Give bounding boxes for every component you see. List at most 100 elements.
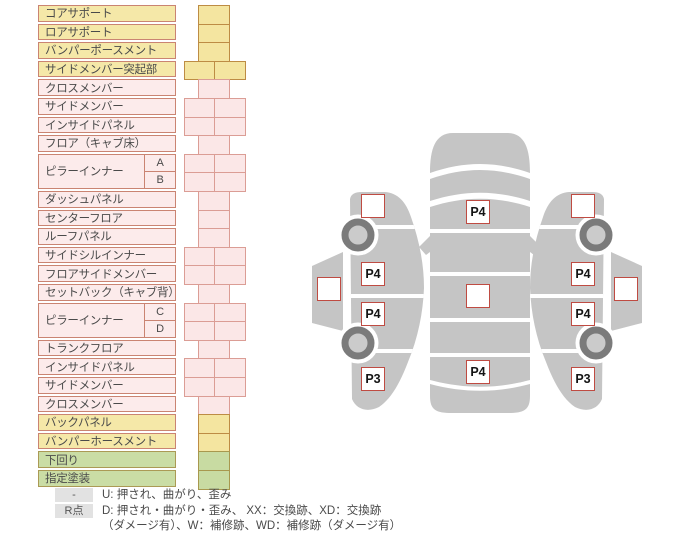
wheel-icons [337,214,617,364]
part-row-label: クロスメンバー [38,395,176,413]
part-row-label: フロアサイドメンバー [38,265,176,282]
damage-cell [184,302,215,323]
damage-cell [184,321,215,341]
part-row-label: サイドシルインナー [38,246,176,264]
legend-badge-rten: R点 [55,504,93,518]
part-row-label: サイドメンバー [38,377,176,394]
damage-cell [184,116,215,137]
legend-text-r-line2: （ダメージ有）、W：補修跡、WD：補修跡（ダメージ有） [102,520,402,532]
marker-top-roof [466,284,490,308]
top-view-windshield [430,233,530,272]
damage-cell [214,60,246,81]
damage-cell [198,395,230,416]
part-row-label: ダッシュパネル [38,191,176,208]
damage-cell [198,228,230,248]
marker-right-rear-fender: P3 [571,367,595,391]
part-row-label: ピラーインナー C D [38,302,176,338]
legend-row-u: - U: 押され、曲がり、歪み [55,488,401,503]
damage-cell [214,98,246,118]
damage-cell [198,414,230,434]
legend: - U: 押され、曲がり、歪み R点 D: 押され・曲がり・歪み、 XX：交換跡… [55,488,401,535]
part-row-label: バンパーポースメント [38,42,176,59]
damage-cell [214,321,246,341]
damage-cell [198,284,230,304]
wheel-icon [579,326,613,360]
legend-text-r: D: 押され・曲がり・歪み、 XX：交換跡、XD：交換跡 （ダメージ有）、W：補… [102,504,401,534]
part-row-label: サイドメンバー突起部 [38,60,176,78]
damage-cell [214,116,246,137]
top-view-rear-window [430,322,530,353]
damage-cell [214,265,246,285]
damage-cell [214,246,246,267]
top-view-rear-bumper [430,384,530,413]
part-row-label: ロアサポート [38,23,176,41]
pillar-sub-label: A [145,155,175,172]
marker-left-rear-door: P4 [361,302,385,326]
damage-cell [214,377,246,397]
part-row-label: クロスメンバー [38,79,176,96]
marker-right-front-fender [571,194,595,218]
part-row-label: インサイドパネル [38,116,176,134]
damage-cell [198,135,230,155]
marker-top-rear-deck: P4 [466,360,490,384]
marker-left-front-fender [361,194,385,218]
damage-cell [184,377,215,397]
marker-right-outer-panel [614,277,638,301]
damage-cell [214,172,246,192]
damage-cell [198,23,230,44]
damage-cell [198,42,230,62]
car-diagram [312,133,642,413]
top-view-hood [430,170,530,201]
damage-cell [198,5,230,25]
part-row-label: バックパネル [38,414,176,431]
damage-cell [214,358,246,378]
part-row-label: セットバック（キャブ背） [38,284,176,301]
part-row-label: インサイドパネル [38,358,176,375]
part-row-label: トランクフロア [38,339,176,357]
part-row-label: コアサポート [38,5,176,22]
part-row-label: センターフロア [38,209,176,227]
part-label-text: ピラーインナー [45,166,124,179]
legend-row-r: R点 D: 押され・曲がり・歪み、 XX：交換跡、XD：交換跡 （ダメージ有）、… [55,504,401,534]
damage-cell [198,339,230,360]
pillar-sub-label: C [145,304,175,321]
part-row-label: バンパーホースメント [38,432,176,450]
part-row-label: 指定塗装 [38,470,176,487]
part-row-label: ピラーインナー A B [38,153,176,189]
damage-cell [214,153,246,174]
damage-cell [184,358,215,378]
part-row-label: フロア（キャブ床） [38,135,176,152]
wheel-icon [579,218,613,252]
legend-text-u: U: 押され、曲がり、歪み [102,489,232,501]
damage-cell [184,246,215,267]
damage-cell [198,470,230,490]
top-view-front-bumper [430,133,530,173]
marker-left-outer-panel [317,277,341,301]
damage-cell [198,79,230,99]
damage-cell [184,153,215,174]
part-row-label: ルーフパネル [38,228,176,245]
legend-text-r-line1: D: 押され・曲がり・歪み、 XX：交換跡、XD：交換跡 [102,505,382,517]
damage-cell [184,172,215,192]
wheel-icon [341,218,375,252]
damage-cell [214,302,246,323]
damage-cell [184,60,215,81]
damage-cell [198,432,230,453]
left-mirror-icon [419,236,430,255]
legend-badge-dash: - [55,488,93,502]
damage-cell [184,98,215,118]
pillar-sub-label: D [156,322,164,335]
part-row-label: 下回り [38,451,176,468]
wheel-icon [341,326,375,360]
pillar-sub-label: B [156,173,164,186]
damage-cell [198,191,230,211]
part-row-label: サイドメンバー [38,98,176,115]
marker-left-rear-fender: P3 [361,367,385,391]
marker-right-rear-door: P4 [571,302,595,326]
damage-cell [198,451,230,471]
marker-right-front-door: P4 [571,262,595,286]
damage-cell [198,209,230,230]
